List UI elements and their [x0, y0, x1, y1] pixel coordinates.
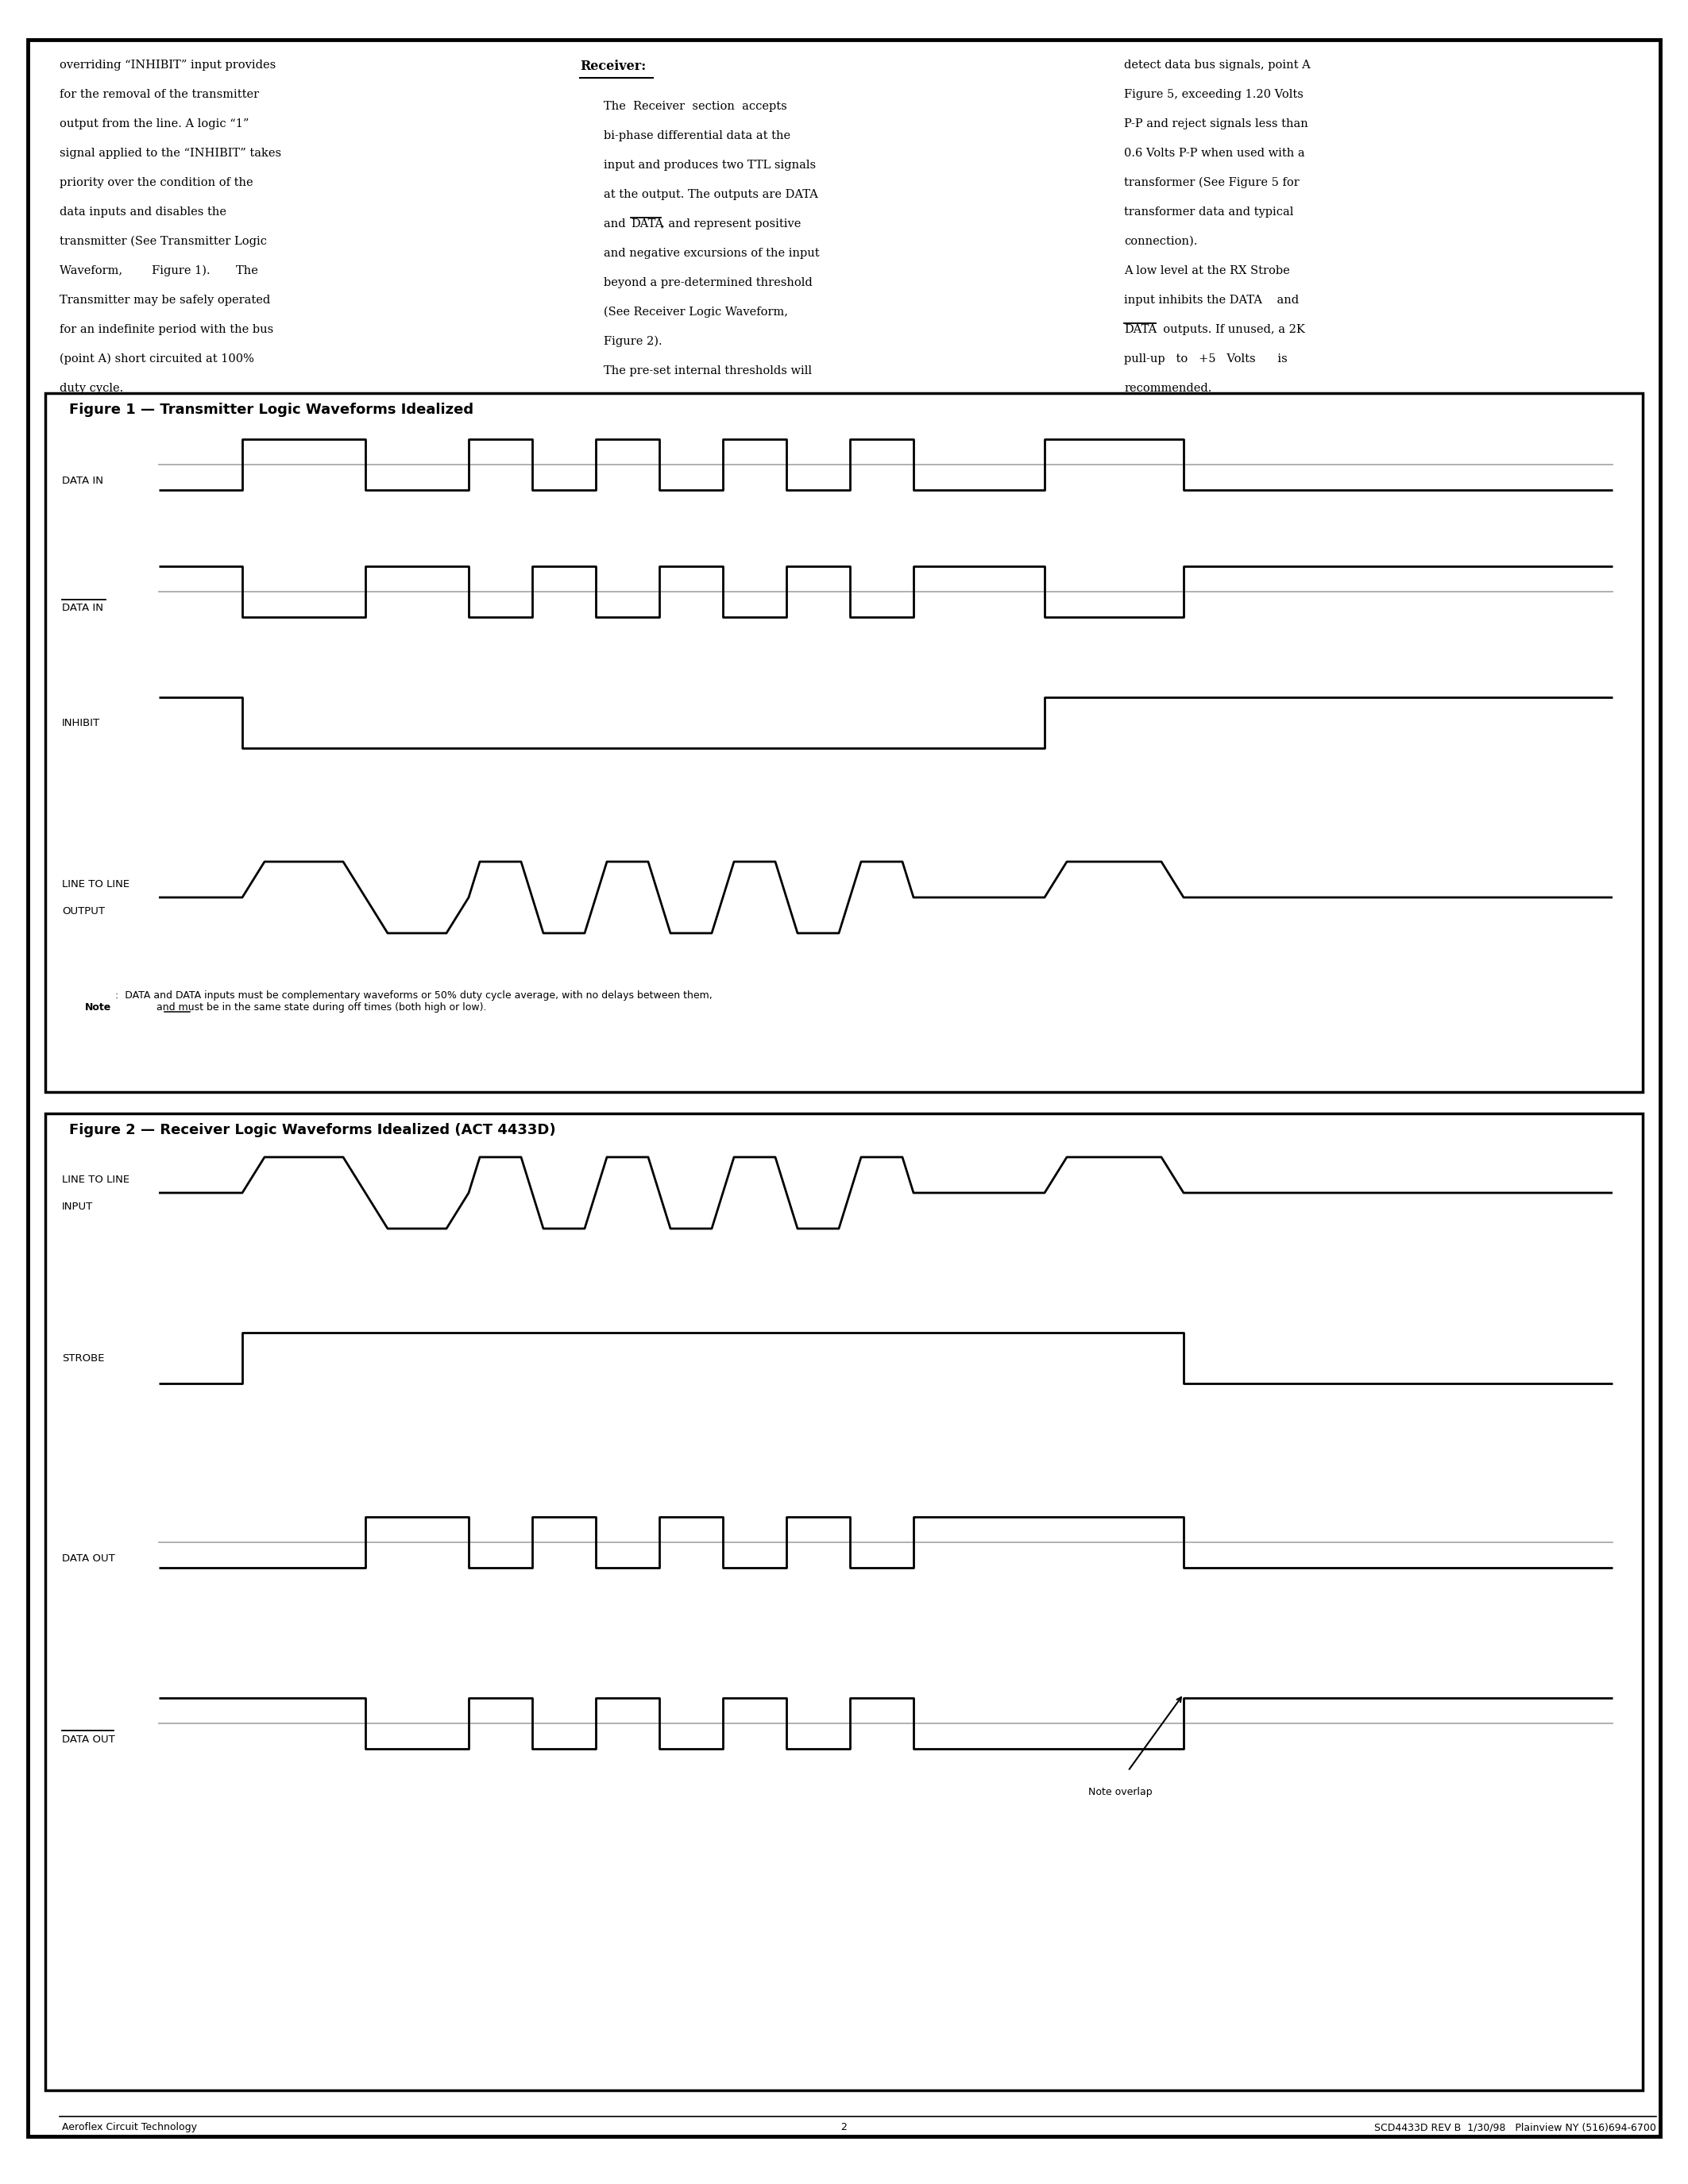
Text: Receiver:: Receiver: — [581, 59, 647, 72]
Text: input and produces two TTL signals: input and produces two TTL signals — [604, 159, 815, 170]
Text: OUTPUT: OUTPUT — [62, 906, 105, 915]
Text: transformer (See Figure 5 for: transformer (See Figure 5 for — [1124, 177, 1300, 188]
Text: signal applied to the “INHIBIT” takes: signal applied to the “INHIBIT” takes — [59, 149, 282, 159]
Text: DATA: DATA — [631, 218, 663, 229]
Text: DATA IN: DATA IN — [62, 476, 103, 485]
Text: and: and — [604, 218, 630, 229]
Text: :  DATA and DATA inputs must be complementary waveforms or 50% duty cycle averag: : DATA and DATA inputs must be complemen… — [115, 989, 712, 1013]
Bar — [46, 393, 1642, 1092]
Text: P-P and reject signals less than: P-P and reject signals less than — [1124, 118, 1308, 129]
Text: output from the line. A logic “1”: output from the line. A logic “1” — [59, 118, 248, 129]
Text: for an indefinite period with the bus: for an indefinite period with the bus — [59, 323, 273, 334]
Text: LINE TO LINE: LINE TO LINE — [62, 1175, 130, 1184]
Text: INPUT: INPUT — [62, 1201, 93, 1212]
Text: priority over the condition of the: priority over the condition of the — [59, 177, 253, 188]
Text: recommended.: recommended. — [1124, 382, 1212, 393]
Text: pull-up   to   +5   Volts      is: pull-up to +5 Volts is — [1124, 354, 1288, 365]
Text: 0.6 Volts P-P when used with a: 0.6 Volts P-P when used with a — [1124, 149, 1305, 159]
Text: The  Receiver  section  accepts: The Receiver section accepts — [604, 100, 787, 111]
Text: DATA IN: DATA IN — [62, 603, 103, 614]
Text: Transmitter may be safely operated: Transmitter may be safely operated — [59, 295, 270, 306]
Text: detect data bus signals, point A: detect data bus signals, point A — [1124, 59, 1310, 70]
Text: SCD4433D REV B  1/30/98   Plainview NY (516)694-6700: SCD4433D REV B 1/30/98 Plainview NY (516… — [1374, 2123, 1656, 2132]
Text: Figure 2).: Figure 2). — [604, 336, 662, 347]
Text: DATA OUT: DATA OUT — [62, 1734, 115, 1745]
Text: (See Receiver Logic Waveform,: (See Receiver Logic Waveform, — [604, 306, 788, 319]
Text: connection).: connection). — [1124, 236, 1197, 247]
Text: DATA: DATA — [1124, 323, 1156, 334]
Text: for the removal of the transmitter: for the removal of the transmitter — [59, 90, 258, 100]
Text: data inputs and disables the: data inputs and disables the — [59, 207, 226, 218]
Text: Figure 2 — Receiver Logic Waveforms Idealized (ACT 4433D): Figure 2 — Receiver Logic Waveforms Idea… — [69, 1123, 555, 1138]
Text: A low level at the RX Strobe: A low level at the RX Strobe — [1124, 264, 1290, 277]
Text: and negative excursions of the input: and negative excursions of the input — [604, 247, 819, 258]
Text: Figure 1 — Transmitter Logic Waveforms Idealized: Figure 1 — Transmitter Logic Waveforms I… — [69, 402, 474, 417]
Text: duty cycle.: duty cycle. — [59, 382, 123, 393]
Text: LINE TO LINE: LINE TO LINE — [62, 878, 130, 889]
Text: transformer data and typical: transformer data and typical — [1124, 207, 1293, 218]
Text: (point A) short circuited at 100%: (point A) short circuited at 100% — [59, 354, 255, 365]
Text: outputs. If unused, a 2K: outputs. If unused, a 2K — [1156, 323, 1305, 334]
Text: Figure 5, exceeding 1.20 Volts: Figure 5, exceeding 1.20 Volts — [1124, 90, 1303, 100]
Text: Note: Note — [84, 1002, 111, 1013]
Text: input inhibits the DATA    and: input inhibits the DATA and — [1124, 295, 1298, 306]
Text: beyond a pre-determined threshold: beyond a pre-determined threshold — [604, 277, 812, 288]
Text: INHIBIT: INHIBIT — [62, 719, 100, 727]
Text: Aeroflex Circuit Technology: Aeroflex Circuit Technology — [62, 2123, 197, 2132]
Text: Note overlap: Note overlap — [1089, 1787, 1153, 1797]
Text: transmitter (See Transmitter Logic: transmitter (See Transmitter Logic — [59, 236, 267, 247]
Text: bi-phase differential data at the: bi-phase differential data at the — [604, 131, 790, 142]
Text: STROBE: STROBE — [62, 1352, 105, 1363]
Text: , and represent positive: , and represent positive — [662, 218, 802, 229]
Text: at the output. The outputs are DATA: at the output. The outputs are DATA — [604, 188, 819, 201]
Bar — [46, 1114, 1642, 2090]
Text: 2: 2 — [841, 2123, 847, 2132]
Text: overriding “INHIBIT” input provides: overriding “INHIBIT” input provides — [59, 59, 275, 70]
Text: DATA OUT: DATA OUT — [62, 1553, 115, 1564]
Text: Waveform,        Figure 1).       The: Waveform, Figure 1). The — [59, 264, 258, 277]
Text: The pre-set internal thresholds will: The pre-set internal thresholds will — [604, 365, 812, 376]
